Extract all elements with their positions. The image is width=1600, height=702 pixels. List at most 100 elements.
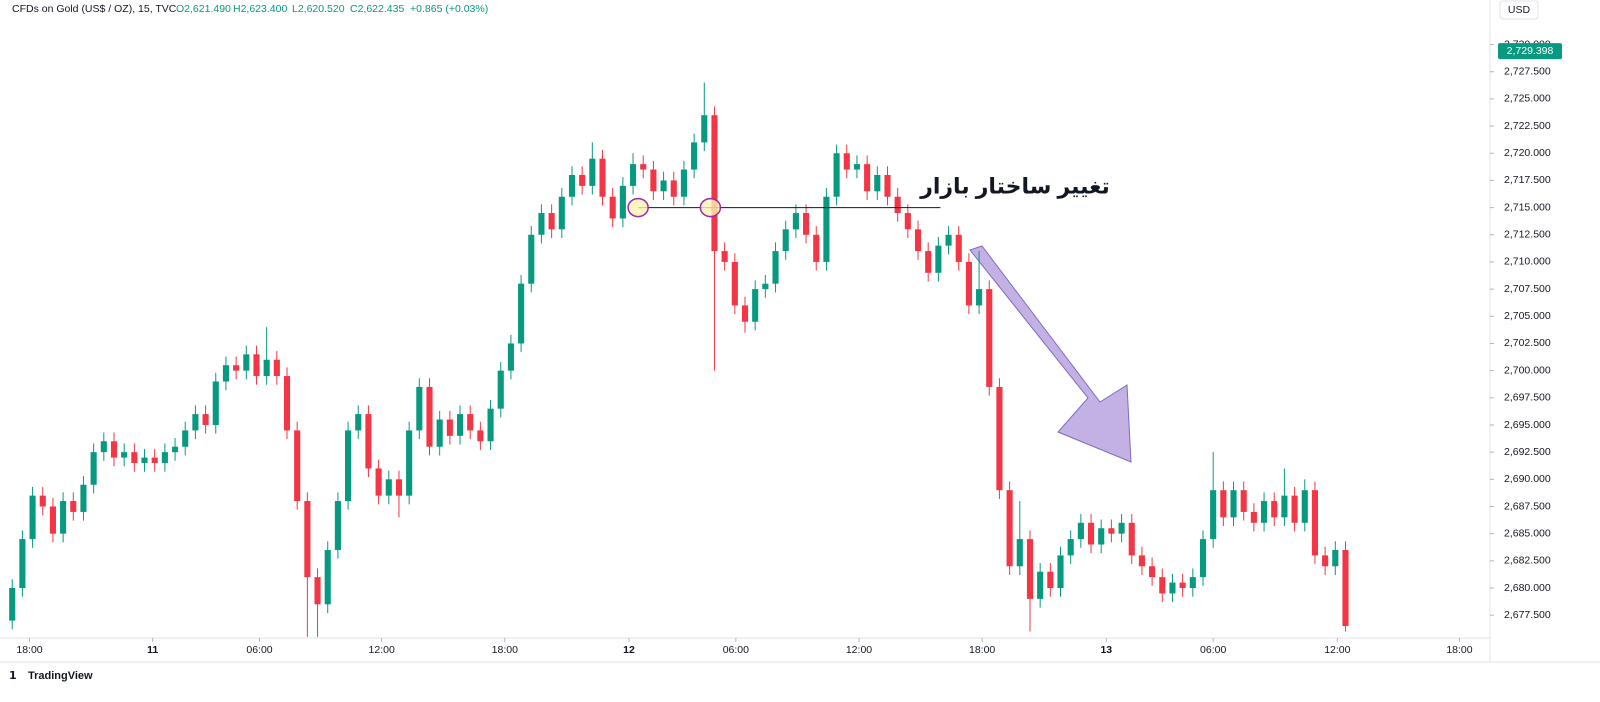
candle-body <box>955 234 962 262</box>
candle-body <box>731 261 738 306</box>
candle-body <box>446 419 453 436</box>
candle-body <box>1322 555 1329 567</box>
candle-body <box>813 234 820 262</box>
candle-body <box>640 164 647 170</box>
candle-body <box>965 261 972 306</box>
candle-body <box>456 414 464 436</box>
header: CFDs on Gold (US$ / OZ), 15, TVC <box>12 3 177 15</box>
candle-body <box>823 196 830 262</box>
candle-body <box>385 479 392 496</box>
y-tick-label: 2,725.000 <box>1504 93 1551 105</box>
candle-body <box>752 289 759 322</box>
candle-body <box>467 414 474 431</box>
candle-body <box>528 234 535 284</box>
candle-body <box>294 430 301 502</box>
x-tick-label: 13 <box>1100 644 1112 656</box>
candle-body <box>1199 539 1207 578</box>
annotation-text: تغییر ساختار بازار <box>919 173 1110 199</box>
candle-body <box>1342 549 1349 627</box>
y-tick-label: 2,727.500 <box>1504 66 1551 78</box>
candle-body <box>1159 577 1166 594</box>
x-tick-label: 06:00 <box>246 644 272 656</box>
candle-body <box>558 196 565 230</box>
candle-body <box>538 213 545 235</box>
candle-body <box>426 386 433 447</box>
candle-body <box>1087 522 1095 545</box>
candle-body <box>853 164 861 170</box>
candle-body <box>80 484 87 512</box>
candle-body <box>243 354 250 371</box>
candle-body <box>1291 495 1298 523</box>
y-tick-label: 2,705.000 <box>1504 310 1551 322</box>
candle-body <box>589 158 596 186</box>
candle-body <box>1118 522 1125 534</box>
y-tick-label: 2,687.500 <box>1504 500 1551 512</box>
candle-body <box>1179 582 1186 589</box>
y-tick-label: 2,700.000 <box>1504 364 1551 376</box>
candle-body <box>49 506 56 534</box>
candle-body <box>477 430 484 442</box>
candle-body <box>609 196 616 219</box>
candle-body <box>701 115 708 143</box>
x-tick-label: 12:00 <box>846 644 872 656</box>
candle-body <box>721 251 728 262</box>
candle-body <box>192 414 199 431</box>
y-tick-label: 2,690.000 <box>1504 473 1551 485</box>
candle-body <box>1057 555 1064 589</box>
candle-body <box>1026 539 1034 599</box>
candle-body <box>1220 490 1227 518</box>
candle-body <box>833 153 840 197</box>
candle-body <box>548 213 555 230</box>
y-tick-label: 2,715.000 <box>1504 201 1551 213</box>
candle-body <box>283 376 291 431</box>
candle-body <box>314 577 321 605</box>
candle-body <box>161 452 168 464</box>
y-tick-label: 2,702.500 <box>1504 337 1551 349</box>
x-tick-label: 12 <box>623 644 635 656</box>
candle-body <box>1037 571 1044 599</box>
currency-button[interactable] <box>1499 0 1539 20</box>
y-tick-label: 2,680.000 <box>1504 582 1551 594</box>
candle-body <box>1271 501 1278 518</box>
y-tick-label: 2,695.000 <box>1504 419 1551 431</box>
y-tick-label: 2,710.000 <box>1504 256 1551 268</box>
x-tick-label: 18:00 <box>16 644 42 656</box>
candle-body <box>691 142 698 170</box>
candle-body <box>9 588 16 621</box>
candle-body <box>1210 490 1217 540</box>
candle-body <box>782 229 789 252</box>
candle-body <box>273 359 280 377</box>
ohlc-value: +0.865 (+0.03%) <box>410 3 488 15</box>
ohlc-value: H2,623.400 <box>233 3 287 15</box>
candle-body <box>436 419 443 447</box>
candle-body <box>935 245 942 273</box>
candle-body <box>29 495 36 540</box>
candle-body <box>1189 577 1196 589</box>
candle-body <box>772 251 779 284</box>
candle-body <box>202 414 209 425</box>
candle-body <box>324 549 331 605</box>
candle-body <box>395 479 403 496</box>
candle-body <box>599 158 606 197</box>
y-tick-label: 2,717.500 <box>1504 174 1551 186</box>
candle-body <box>619 185 626 219</box>
candle-body <box>121 452 128 458</box>
x-tick-label: 12:00 <box>1324 644 1350 656</box>
candle-body <box>1047 571 1054 589</box>
candle-body <box>39 495 46 507</box>
symbol-title: CFDs on Gold (US$ / OZ), 15, TVC <box>12 3 177 15</box>
last-price-label: 2,729.398 <box>1507 45 1554 57</box>
x-tick-label: 11 <box>147 644 158 656</box>
x-tick-label: 18:00 <box>492 644 518 656</box>
y-tick-label: 2,707.500 <box>1504 283 1551 295</box>
y-tick-label: 2,685.000 <box>1504 527 1551 539</box>
candle-body <box>70 501 77 512</box>
candle-body <box>110 441 118 458</box>
candle-body <box>1006 490 1013 567</box>
x-tick-label: 18:00 <box>1446 644 1472 656</box>
y-tick-label: 2,697.500 <box>1504 392 1551 404</box>
x-tick-label: 18:00 <box>969 644 995 656</box>
candle-body <box>996 386 1003 491</box>
candle-body <box>365 414 372 469</box>
